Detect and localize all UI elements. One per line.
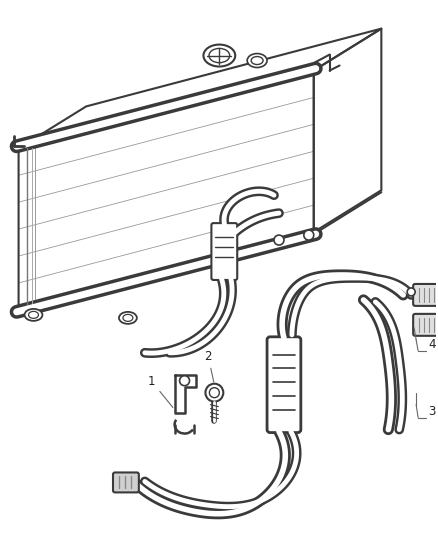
Ellipse shape <box>251 56 263 64</box>
Circle shape <box>205 384 223 402</box>
Circle shape <box>180 376 190 386</box>
Text: 1: 1 <box>148 375 173 407</box>
FancyBboxPatch shape <box>267 337 301 433</box>
Text: 3: 3 <box>428 405 435 418</box>
Text: 4: 4 <box>428 338 435 351</box>
Circle shape <box>407 288 415 296</box>
FancyBboxPatch shape <box>413 314 438 336</box>
Ellipse shape <box>247 53 267 68</box>
FancyBboxPatch shape <box>212 223 237 280</box>
Ellipse shape <box>123 314 133 321</box>
Ellipse shape <box>209 49 230 63</box>
Circle shape <box>209 387 219 398</box>
Ellipse shape <box>25 309 42 321</box>
Circle shape <box>304 230 314 240</box>
Circle shape <box>274 235 284 245</box>
FancyBboxPatch shape <box>413 284 438 306</box>
Ellipse shape <box>203 45 235 67</box>
Text: 2: 2 <box>205 350 214 382</box>
Ellipse shape <box>28 311 39 318</box>
Ellipse shape <box>119 312 137 324</box>
FancyBboxPatch shape <box>113 472 139 492</box>
